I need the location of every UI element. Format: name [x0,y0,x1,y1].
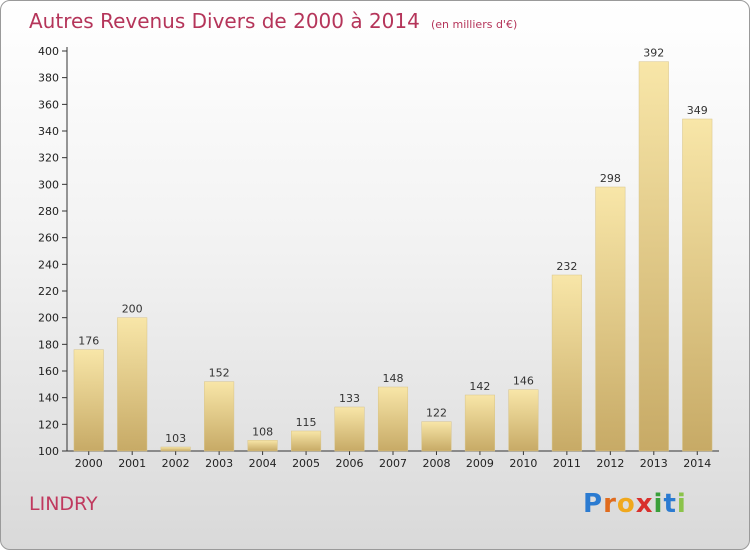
bar [247,440,278,452]
x-tick-label: 2002 [162,457,190,470]
bars-group: 176 200 103 152 108 115 133 148 122 142 146 232 298 3… [73,47,713,452]
x-tick-label: 2008 [422,457,450,470]
bar [204,381,235,452]
y-tick-label: 160 [38,365,59,378]
bar-value-label: 103 [165,432,186,445]
bar [551,274,582,452]
bar [595,186,626,452]
bar-value-label: 349 [687,104,708,117]
x-tick-label: 2011 [553,457,581,470]
place-name: LINDRY [29,493,98,515]
y-tick-label: 340 [38,125,59,138]
bar-value-label: 115 [296,416,317,429]
x-tick-label: 2012 [596,457,624,470]
bar [682,118,713,452]
y-tick-label: 220 [38,285,59,298]
y-tick-label: 200 [38,312,59,325]
bar-value-label: 392 [643,47,664,60]
logo-letter: i [676,489,687,519]
proxiti-logo: Proxiti [583,489,687,519]
y-tick-label: 260 [38,232,59,245]
bar-value-label: 122 [426,407,447,420]
y-tick-label: 120 [38,418,59,431]
chart-subtitle: (en milliers d'€) [430,18,518,31]
bar [377,386,409,452]
logo-letter: i [653,489,664,519]
logo-letter: x [635,489,654,519]
bar [508,389,539,452]
logo-letter: t [663,489,677,519]
y-tick-label: 380 [38,72,59,85]
bar [638,61,669,452]
y-axis: 100 120 140 160 180 200 220 240 260 280 300 320 340 3… [38,45,68,458]
x-tick-label: 2007 [379,457,407,470]
bar [421,421,452,452]
x-axis: 2000 2001 2002 2003 2004 2005 2006 2007 2008 2009… [67,450,719,470]
y-tick-label: 400 [38,45,59,58]
x-tick-label: 2010 [509,457,537,470]
bar-value-label: 152 [209,367,230,380]
y-tick-label: 360 [38,98,59,111]
bar-value-label: 146 [513,375,534,388]
bar [117,317,148,452]
bar-value-label: 108 [252,425,273,438]
x-tick-label: 2005 [292,457,320,470]
logo-letter: r [603,489,617,519]
bar [464,394,495,452]
x-tick-label: 2013 [640,457,668,470]
y-tick-label: 240 [38,258,59,271]
x-tick-label: 2009 [466,457,494,470]
y-tick-label: 140 [38,392,59,405]
bar-value-label: 232 [556,260,577,273]
bar-value-label: 133 [339,392,360,405]
bar [334,406,365,452]
x-tick-label: 2001 [118,457,146,470]
x-tick-label: 2003 [205,457,233,470]
chart-title: Autres Revenus Divers de 2000 à 2014 (en… [29,9,517,33]
y-tick-label: 180 [38,338,59,351]
x-tick-label: 2014 [683,457,711,470]
bar [291,430,322,452]
chart-title-main: Autres Revenus Divers de 2000 à 2014 [29,9,420,33]
y-tick-label: 300 [38,178,59,191]
bar-value-label: 148 [383,372,404,385]
bar-value-label: 298 [600,172,621,185]
y-tick-label: 320 [38,152,59,165]
bar-value-label: 142 [469,380,490,393]
x-tick-label: 2000 [75,457,103,470]
x-tick-label: 2004 [249,457,277,470]
x-tick-label: 2006 [336,457,364,470]
y-tick-label: 100 [38,445,59,458]
bar-value-label: 200 [122,303,143,316]
bar [160,446,191,452]
logo-letter: P [583,489,604,519]
bar [73,349,104,452]
y-tick-label: 280 [38,205,59,218]
bar-value-label: 176 [78,335,99,348]
logo-letter: o [616,489,636,519]
